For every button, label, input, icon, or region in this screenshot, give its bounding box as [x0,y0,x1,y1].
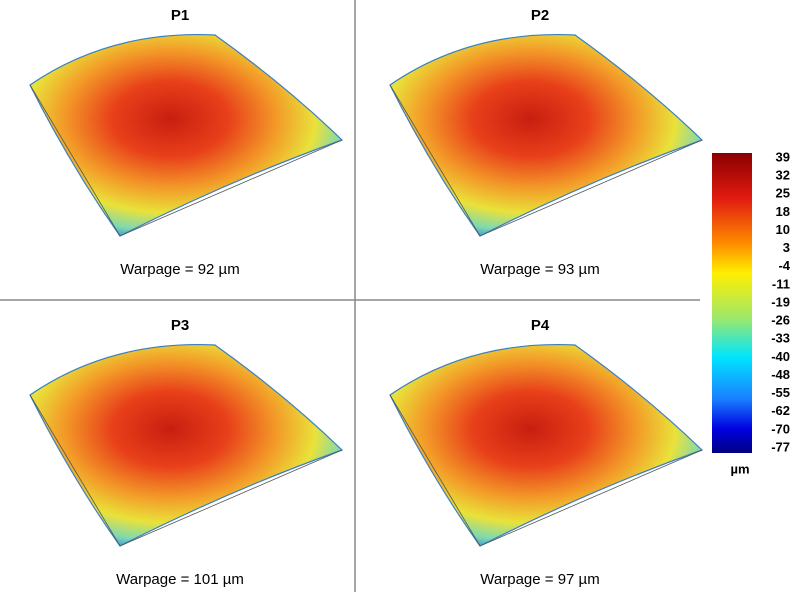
panel-title: P3 [171,317,189,334]
colorbar-label: -62 [771,403,790,418]
colorbar [712,153,752,453]
colorbar-label: -55 [771,385,790,400]
panel-caption: Warpage = 92 µm [120,261,239,278]
surface-axis [389,394,703,547]
surface-plot [29,344,344,547]
panel-caption: Warpage = 93 µm [480,261,599,278]
colorbar-label: -70 [771,421,790,436]
surface-axis [389,84,703,237]
surface-plot [29,34,344,237]
panel-title: P1 [171,7,189,24]
colorbar-label: -77 [771,439,790,454]
colorbar-label: -33 [771,331,790,346]
colorbar-label: 3 [783,240,790,255]
panel-caption: Warpage = 97 µm [480,571,599,588]
colorbar-label: 18 [776,204,790,219]
colorbar-label: -48 [771,367,790,382]
surface-plot [389,344,704,547]
colorbar-label: 25 [776,186,790,201]
panel-title: P4 [531,317,550,334]
panel-caption: Warpage = 101 µm [116,571,244,588]
surface-plot [389,34,704,237]
colorbar-label: -40 [771,349,790,364]
colorbar-label: -26 [771,313,790,328]
colorbar-unit: µm [730,461,749,476]
colorbar-label: 32 [776,168,790,183]
surface-axis [29,84,343,237]
colorbar-label: 39 [776,149,790,164]
colorbar-label: 10 [776,222,790,237]
colorbar-label: -11 [772,276,790,291]
surface-axis [29,394,343,547]
colorbar-label: -19 [771,294,790,309]
panel-title: P2 [531,7,549,24]
colorbar-label: -4 [778,258,790,273]
